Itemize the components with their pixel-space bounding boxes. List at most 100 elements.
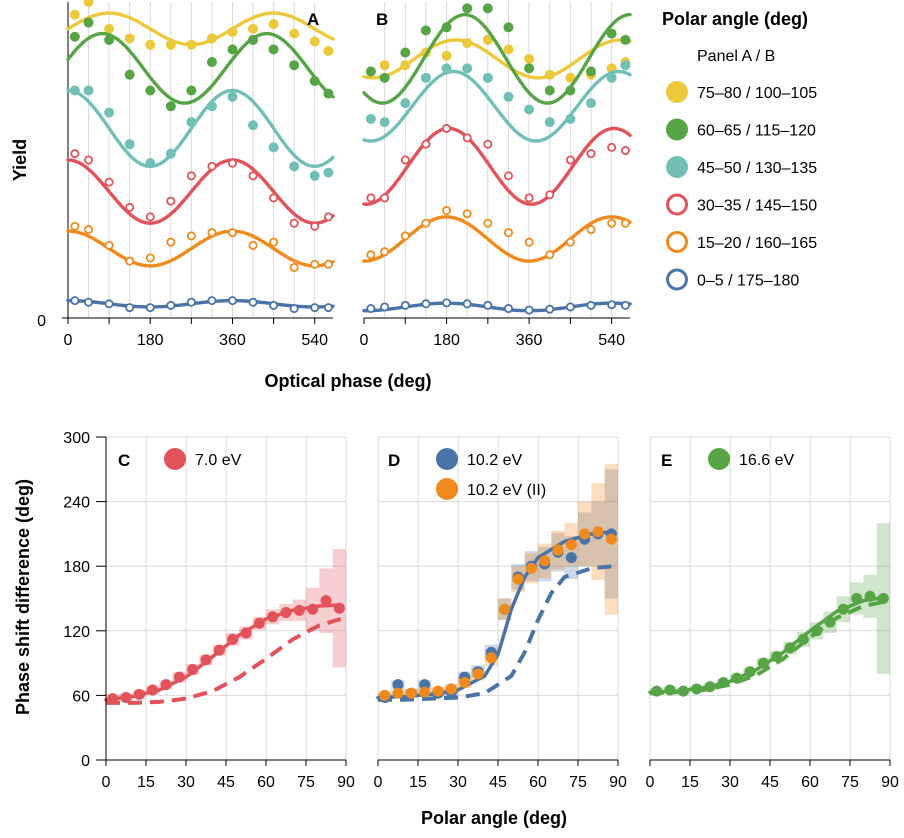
data-point (268, 19, 279, 30)
x-tick-label: 15 (137, 774, 155, 791)
data-point (248, 240, 258, 250)
legend-marker (666, 156, 688, 178)
data-point (432, 685, 444, 697)
x-tick-label: 45 (761, 774, 779, 791)
legend-marker (666, 193, 688, 216)
x-tick-label: 540 (301, 332, 328, 349)
x-tick-label: 75 (297, 774, 315, 791)
data-point (462, 38, 473, 49)
series-group (362, 298, 632, 315)
fit-curve (66, 11, 335, 47)
legend-d2-marker (436, 478, 458, 500)
data-point (366, 304, 376, 314)
data-point (289, 262, 299, 272)
x-tick-label: 30 (449, 774, 467, 791)
y-tick-label: 0 (81, 753, 90, 770)
legend-c-label: 7.0 eV (195, 452, 242, 469)
data-point (248, 34, 259, 45)
data-point (664, 684, 676, 696)
data-point (248, 120, 259, 131)
data-point (69, 9, 80, 20)
data-point (69, 31, 80, 42)
data-point (744, 666, 756, 678)
legend-label: 30–35 / 145–150 (697, 198, 817, 215)
data-point (289, 218, 299, 228)
data-point (811, 625, 823, 637)
data-point (462, 3, 473, 14)
data-point (441, 22, 452, 33)
top-legend: 75–80 / 100–105 60–65 / 115–120 45–50 / 13… (666, 81, 817, 291)
data-point (227, 296, 237, 306)
data-point (545, 250, 555, 260)
fit-line-solid (104, 603, 343, 702)
x-tick-label: 180 (433, 332, 460, 349)
y-tick-label: 180 (63, 559, 90, 576)
data-point (227, 91, 238, 102)
data-point (320, 595, 332, 607)
data-point (309, 76, 320, 86)
data-point (104, 107, 115, 118)
data-point (565, 237, 575, 247)
data-point (104, 177, 114, 187)
data-point (145, 303, 155, 313)
data-point (421, 218, 431, 228)
data-point (165, 101, 176, 112)
data-point (104, 23, 115, 34)
legend-marker (666, 118, 688, 141)
data-point (445, 683, 457, 695)
data-point (379, 689, 391, 701)
data-point (280, 606, 292, 618)
data-point (524, 237, 534, 247)
data-point (187, 664, 199, 676)
data-point (120, 692, 132, 704)
data-point (545, 304, 555, 314)
data-point (503, 304, 513, 314)
x-tick-label: 15 (681, 774, 699, 791)
x-tick-label: 180 (137, 332, 164, 349)
x-tick-label: 15 (409, 774, 427, 791)
data-point (125, 303, 135, 313)
series-group (66, 149, 335, 231)
data-point (691, 683, 703, 695)
data-point (268, 44, 279, 55)
panel-b (362, 2, 632, 324)
data-point (483, 218, 493, 228)
x-tick-label: 60 (257, 774, 275, 791)
y-tick-label: 300 (63, 430, 90, 447)
data-point (462, 63, 473, 74)
data-point (421, 299, 431, 309)
data-point (620, 146, 630, 156)
data-point (186, 39, 197, 50)
x-tick-label: 0 (374, 774, 383, 791)
legend-e-label: 16.6 eV (739, 452, 794, 469)
data-point (173, 671, 185, 683)
data-point (379, 117, 390, 128)
x-tick-label: 30 (177, 774, 195, 791)
data-point (69, 85, 80, 96)
fit-line-solid (648, 595, 887, 694)
data-point (704, 681, 716, 693)
data-point (379, 72, 390, 83)
data-point (420, 72, 431, 83)
data-point (83, 0, 94, 7)
data-point (400, 98, 411, 109)
fit-line-dashed (378, 564, 613, 702)
data-point (267, 611, 279, 623)
data-point (145, 39, 156, 50)
fit-curve (66, 88, 335, 169)
data-point (289, 28, 300, 39)
series-group (362, 3, 632, 105)
data-point (419, 686, 431, 698)
data-point (544, 85, 555, 96)
data-point (392, 679, 404, 691)
data-point (289, 304, 299, 314)
data-point (104, 240, 114, 250)
data-point (565, 72, 576, 83)
data-point (552, 544, 564, 556)
panel-c (104, 436, 347, 766)
y-tick-label: 120 (63, 624, 90, 641)
data-point (380, 193, 390, 203)
legend-label: 60–65 / 115–120 (697, 123, 816, 140)
fit-curve (362, 126, 632, 206)
data-point (366, 250, 376, 260)
